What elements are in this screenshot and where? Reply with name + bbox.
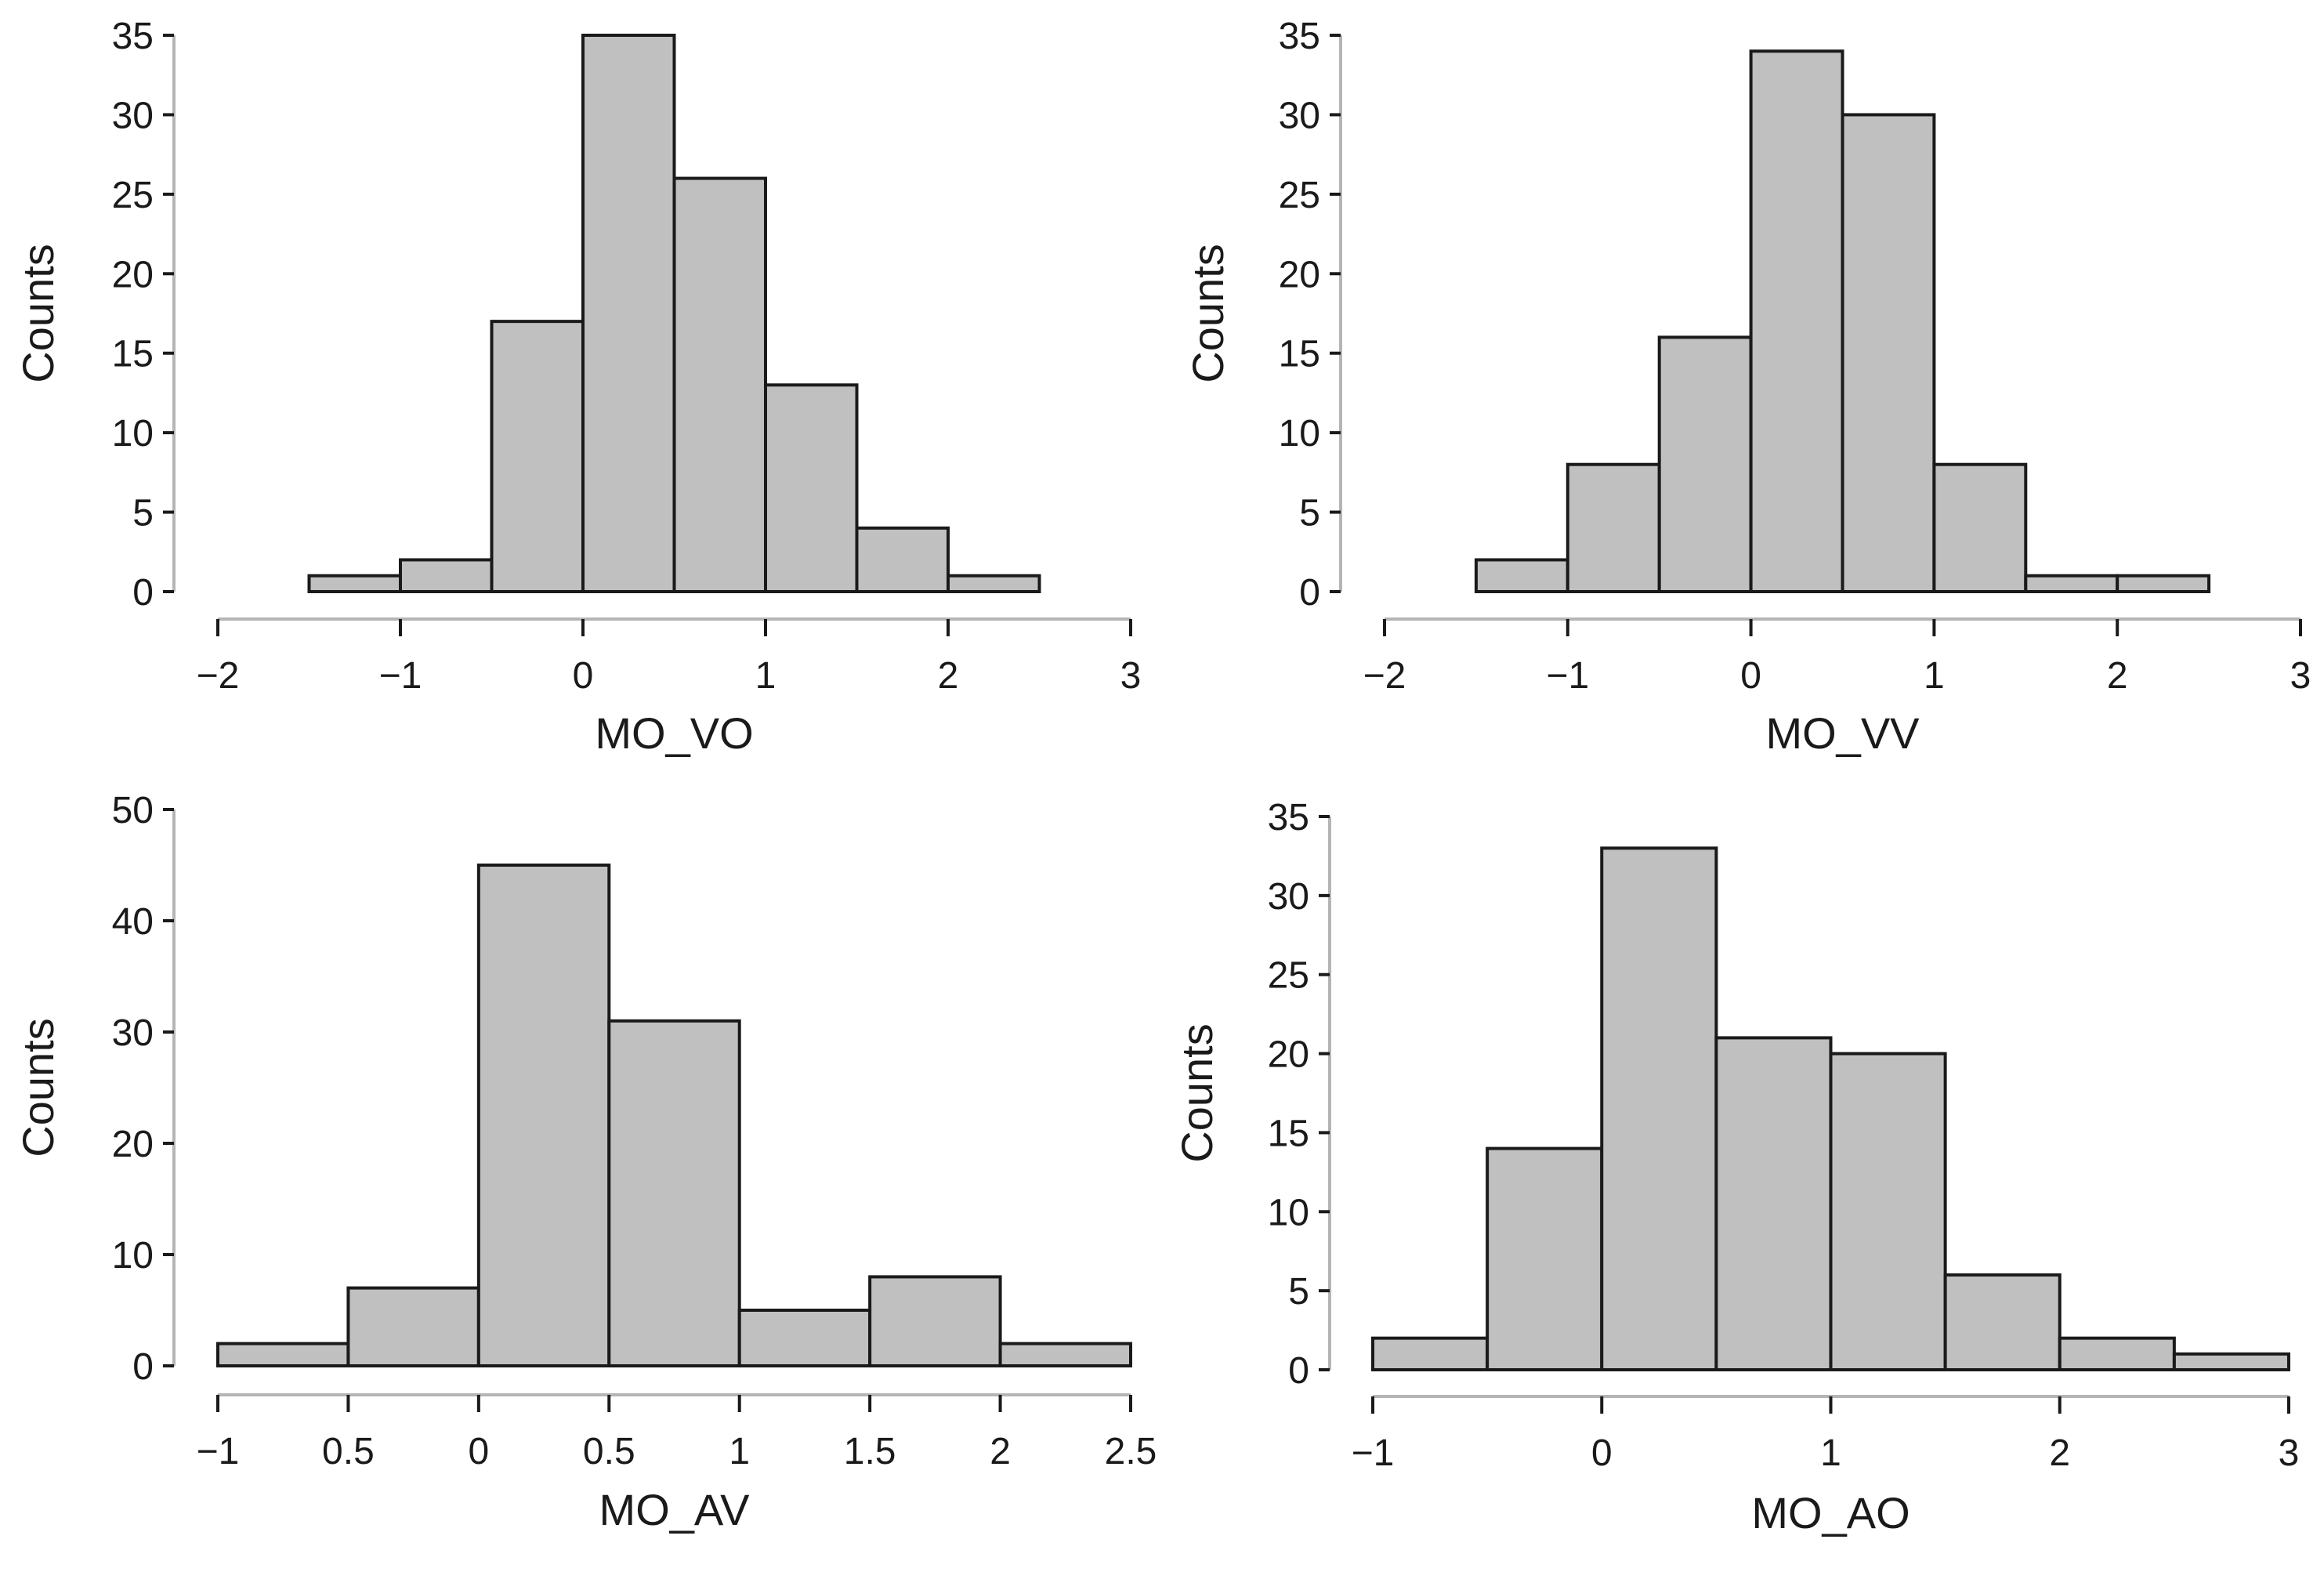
y-tick-label: 20: [1279, 254, 1320, 295]
y-tick-label: 25: [112, 175, 154, 216]
histogram-bar: [216, 1342, 350, 1367]
histogram-bar: [947, 574, 1041, 594]
y-tick-label: 0: [1288, 1350, 1309, 1392]
x-tick-label: 0: [573, 655, 594, 697]
histogram-bar: [607, 1019, 741, 1368]
x-tick-label: −1: [379, 655, 422, 697]
histogram-bar: [1486, 1146, 1604, 1371]
y-tick-label: 20: [112, 1124, 154, 1165]
histogram-bar: [2116, 574, 2211, 594]
y-tick-label: 5: [132, 493, 154, 534]
x-tick-label: −1: [1352, 1432, 1395, 1474]
x-tick-label: 3: [2290, 655, 2311, 697]
x-tick-label: 3: [2279, 1432, 2300, 1474]
y-tick-label: 0: [132, 1346, 154, 1388]
histogram-bar: [1829, 1052, 1947, 1371]
histogram-bar: [581, 34, 676, 593]
histogram-bar: [1841, 113, 1936, 593]
x-tick-label: −2: [1363, 655, 1406, 697]
y-tick-label: 25: [1268, 955, 1309, 997]
y-tick-label: 15: [1268, 1113, 1309, 1154]
x-tick-label: 1: [729, 1431, 750, 1472]
x-tick-label: 1: [1924, 655, 1945, 697]
histogram-panel-mo-vv: 0 5 10 15 20 25 30 35 −2 −1 0 1 2 3 MO_VV Counts: [1183, 16, 2311, 758]
x-tick-label: 0: [469, 1431, 490, 1472]
x-tick-label: 0: [1591, 1432, 1613, 1474]
y-tick-label: 30: [1268, 876, 1309, 918]
y-axis-title: Counts: [1183, 244, 1233, 382]
y-tick-label: 15: [1279, 334, 1320, 375]
histogram-bar: [476, 864, 611, 1367]
y-tick-label: 0: [1299, 572, 1320, 614]
x-tick-label: 2: [2107, 655, 2128, 697]
x-axis-title: MO_AO: [1751, 1488, 1910, 1537]
y-tick-label: 15: [112, 334, 154, 375]
histogram-bar: [307, 574, 402, 594]
x-tick-label: 1.5: [844, 1431, 896, 1472]
y-tick-label: 35: [1279, 16, 1320, 57]
histogram-bar: [2172, 1352, 2290, 1372]
histogram-bar: [764, 383, 859, 593]
y-tick-label: 30: [112, 1012, 154, 1054]
y-tick-label: 10: [112, 413, 154, 455]
y-tick-label: 25: [1279, 175, 1320, 216]
y-tick-label: 30: [112, 95, 154, 136]
x-tick-label: 2: [2049, 1432, 2070, 1474]
y-tick-label: 10: [1279, 413, 1320, 455]
y-axis-title: Counts: [1172, 1023, 1222, 1162]
x-axis-title: MO_VO: [595, 708, 753, 758]
histogram-bar: [490, 320, 585, 593]
histogram-bar: [1657, 335, 1753, 593]
y-axis-title: Counts: [13, 1018, 63, 1157]
histogram-bar: [1943, 1273, 2062, 1372]
x-tick-label: 2: [938, 655, 959, 697]
histogram-bar: [2058, 1336, 2176, 1371]
y-tick-label: 5: [1299, 493, 1320, 534]
histogram-bar: [1566, 462, 1661, 594]
histogram-bar: [672, 176, 767, 594]
y-tick-label: 40: [112, 901, 154, 943]
histogram-panel-mo-av: 0 10 20 30 40 50 −1 0.5 0 0.5 1 1.5 2 2.5 MO_AV Counts: [13, 790, 1157, 1534]
x-tick-label: 0: [1740, 655, 1761, 697]
y-tick-label: 35: [1268, 797, 1309, 838]
x-tick-label: 1: [1820, 1432, 1841, 1474]
histogram-bar: [346, 1286, 480, 1367]
x-tick-label: 3: [1120, 655, 1142, 697]
histogram-bar: [1600, 846, 1718, 1372]
x-axis-title: MO_VV: [1765, 708, 1920, 758]
histogram-bar: [868, 1275, 1002, 1368]
histogram-panel-mo-ao: 0 5 10 15 20 25 30 35 −1 0 1 2 3 MO_AO Counts: [1172, 797, 2299, 1537]
histogram-bar: [1749, 49, 1844, 594]
y-tick-label: 0: [132, 572, 154, 614]
histogram-panel-mo-vo: 0 5 10 15 20 25 30 35 −2 −1 0 1 2 3 MO_VO Counts: [13, 16, 1141, 758]
y-tick-label: 35: [112, 16, 154, 57]
x-tick-label: 0.5: [322, 1431, 375, 1472]
histogram-bar: [1474, 558, 1569, 594]
y-tick-label: 10: [112, 1235, 154, 1277]
histogram-bar: [2024, 574, 2119, 594]
y-tick-label: 50: [112, 790, 154, 831]
histogram-bar: [855, 526, 950, 593]
x-tick-label: −1: [1546, 655, 1589, 697]
x-tick-label: 2: [990, 1431, 1011, 1472]
histogram-bar: [399, 558, 494, 594]
y-tick-label: 20: [1268, 1034, 1309, 1076]
y-tick-label: 10: [1268, 1192, 1309, 1233]
x-tick-label: 2.5: [1105, 1431, 1157, 1472]
histogram-bar: [998, 1342, 1132, 1367]
x-tick-label: 0.5: [583, 1431, 635, 1472]
histogram-bar: [1932, 462, 2028, 594]
x-tick-label: −1: [197, 1431, 240, 1472]
x-axis-title: MO_AV: [599, 1485, 751, 1534]
y-tick-label: 5: [1288, 1271, 1309, 1313]
histogram-bar: [737, 1309, 872, 1367]
histogram-bar: [1714, 1036, 1833, 1372]
histogram-bar: [1371, 1336, 1490, 1371]
x-tick-label: 1: [755, 655, 776, 697]
y-tick-label: 30: [1279, 95, 1320, 136]
y-axis-title: Counts: [13, 244, 63, 382]
x-tick-label: −2: [197, 655, 240, 697]
y-tick-label: 20: [112, 254, 154, 295]
